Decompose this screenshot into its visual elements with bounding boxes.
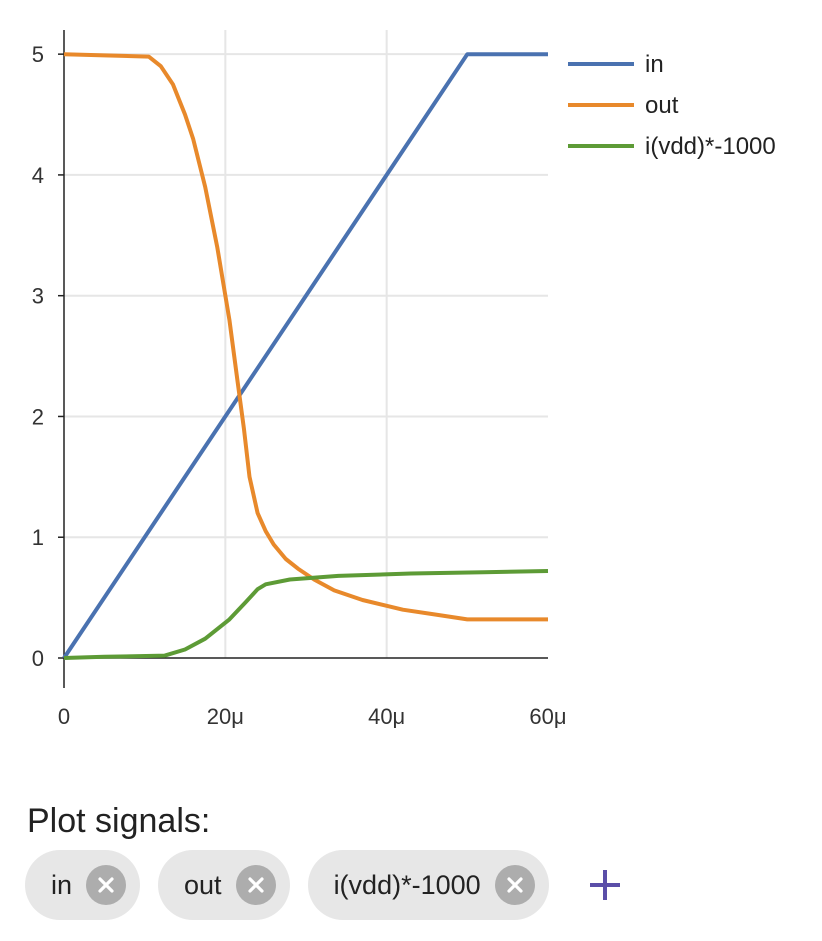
signal-chip-list: in out i(vdd)*-1000 [25, 850, 635, 920]
signal-chip-out: out [158, 850, 290, 920]
y-tick-label: 1 [32, 525, 44, 550]
y-tick-label: 2 [32, 404, 44, 429]
y-tick-label: 4 [32, 163, 44, 188]
x-tick-label: 20μ [207, 704, 244, 729]
y-tick-label: 0 [32, 646, 44, 671]
series-line-2 [63, 569, 549, 660]
close-circle-icon[interactable] [494, 865, 535, 905]
x-tick-label: 40μ [368, 704, 405, 729]
close-circle-icon[interactable] [86, 865, 127, 905]
tick-labels: 0 1 2 3 4 5 0 20μ 40μ 60μ [32, 42, 567, 729]
x-tick-label: 60μ [529, 704, 566, 729]
signal-chip-label: in [51, 869, 73, 900]
series-line-1 [63, 52, 548, 622]
legend-label: out [645, 92, 679, 119]
signal-chip-in: in [25, 850, 141, 920]
y-tick-label: 5 [32, 42, 44, 67]
signal-chip-ivdd: i(vdd)*-1000 [307, 850, 549, 920]
line-chart: 0 1 2 3 4 5 0 20μ 40μ 60μ in out i(vdd)*-1000 [32, 30, 776, 729]
plot-signals-heading: Plot signals: [27, 802, 211, 840]
series-line-0 [62, 52, 548, 660]
plus-icon [589, 870, 620, 900]
signal-chip-label: out [184, 869, 222, 900]
legend: in out i(vdd)*-1000 [568, 51, 776, 160]
legend-label: in [645, 51, 664, 78]
signal-chip-label: i(vdd)*-1000 [333, 869, 481, 900]
x-tick-label: 0 [58, 704, 70, 729]
close-circle-icon[interactable] [235, 865, 276, 905]
axes [58, 30, 548, 688]
grid-lines [64, 30, 548, 658]
add-signal-button[interactable] [575, 850, 635, 920]
series-lines [62, 52, 549, 660]
y-tick-label: 3 [32, 284, 44, 309]
legend-label: i(vdd)*-1000 [645, 133, 776, 160]
